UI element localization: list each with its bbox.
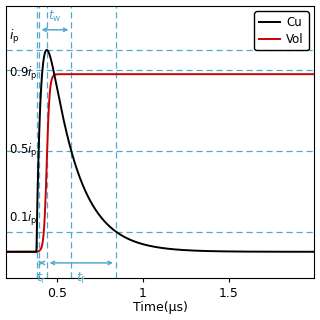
Text: $0.1i_\mathrm{p}$: $0.1i_\mathrm{p}$: [9, 210, 38, 228]
Text: $0.5i_\mathrm{p}$: $0.5i_\mathrm{p}$: [9, 142, 38, 160]
Text: $t_\mathrm{r}$: $t_\mathrm{r}$: [36, 271, 47, 286]
Text: $0.9i_\mathrm{p}$: $0.9i_\mathrm{p}$: [9, 65, 38, 83]
Legend: Cu, Vol: Cu, Vol: [254, 12, 308, 51]
Text: $t_\mathrm{f}$: $t_\mathrm{f}$: [76, 271, 86, 286]
Text: $t_\mathrm{w}$: $t_\mathrm{w}$: [48, 9, 62, 24]
Text: $i_\mathrm{p}$: $i_\mathrm{p}$: [9, 28, 20, 46]
X-axis label: Time(μs): Time(μs): [132, 301, 188, 315]
